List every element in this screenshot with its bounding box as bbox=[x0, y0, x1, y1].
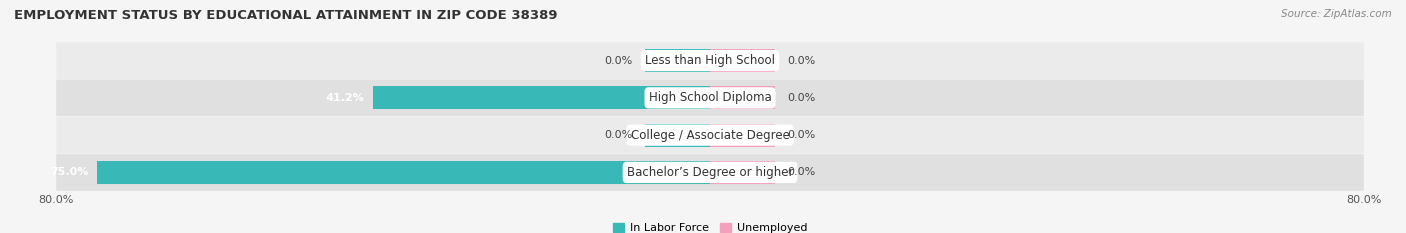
FancyBboxPatch shape bbox=[56, 42, 1364, 79]
Bar bbox=[710, 123, 776, 147]
Text: Source: ZipAtlas.com: Source: ZipAtlas.com bbox=[1281, 9, 1392, 19]
Text: 0.0%: 0.0% bbox=[787, 56, 815, 65]
Bar bbox=[710, 86, 776, 110]
Text: 41.2%: 41.2% bbox=[326, 93, 364, 103]
Bar bbox=[644, 49, 710, 72]
Bar bbox=[644, 123, 710, 147]
Legend: In Labor Force, Unemployed: In Labor Force, Unemployed bbox=[609, 219, 811, 233]
FancyBboxPatch shape bbox=[56, 117, 1364, 153]
Text: Less than High School: Less than High School bbox=[645, 54, 775, 67]
Text: 0.0%: 0.0% bbox=[605, 56, 633, 65]
Bar bbox=[710, 161, 776, 184]
FancyBboxPatch shape bbox=[56, 80, 1364, 116]
Text: EMPLOYMENT STATUS BY EDUCATIONAL ATTAINMENT IN ZIP CODE 38389: EMPLOYMENT STATUS BY EDUCATIONAL ATTAINM… bbox=[14, 9, 558, 22]
Text: 0.0%: 0.0% bbox=[787, 168, 815, 177]
Text: College / Associate Degree: College / Associate Degree bbox=[631, 129, 789, 142]
Text: 75.0%: 75.0% bbox=[51, 168, 89, 177]
Bar bbox=[374, 86, 710, 110]
Text: 0.0%: 0.0% bbox=[787, 130, 815, 140]
FancyBboxPatch shape bbox=[56, 154, 1364, 191]
Text: 0.0%: 0.0% bbox=[787, 93, 815, 103]
Text: 0.0%: 0.0% bbox=[605, 130, 633, 140]
Text: High School Diploma: High School Diploma bbox=[648, 91, 772, 104]
Text: Bachelor’s Degree or higher: Bachelor’s Degree or higher bbox=[627, 166, 793, 179]
Bar bbox=[710, 49, 776, 72]
Bar bbox=[97, 161, 710, 184]
